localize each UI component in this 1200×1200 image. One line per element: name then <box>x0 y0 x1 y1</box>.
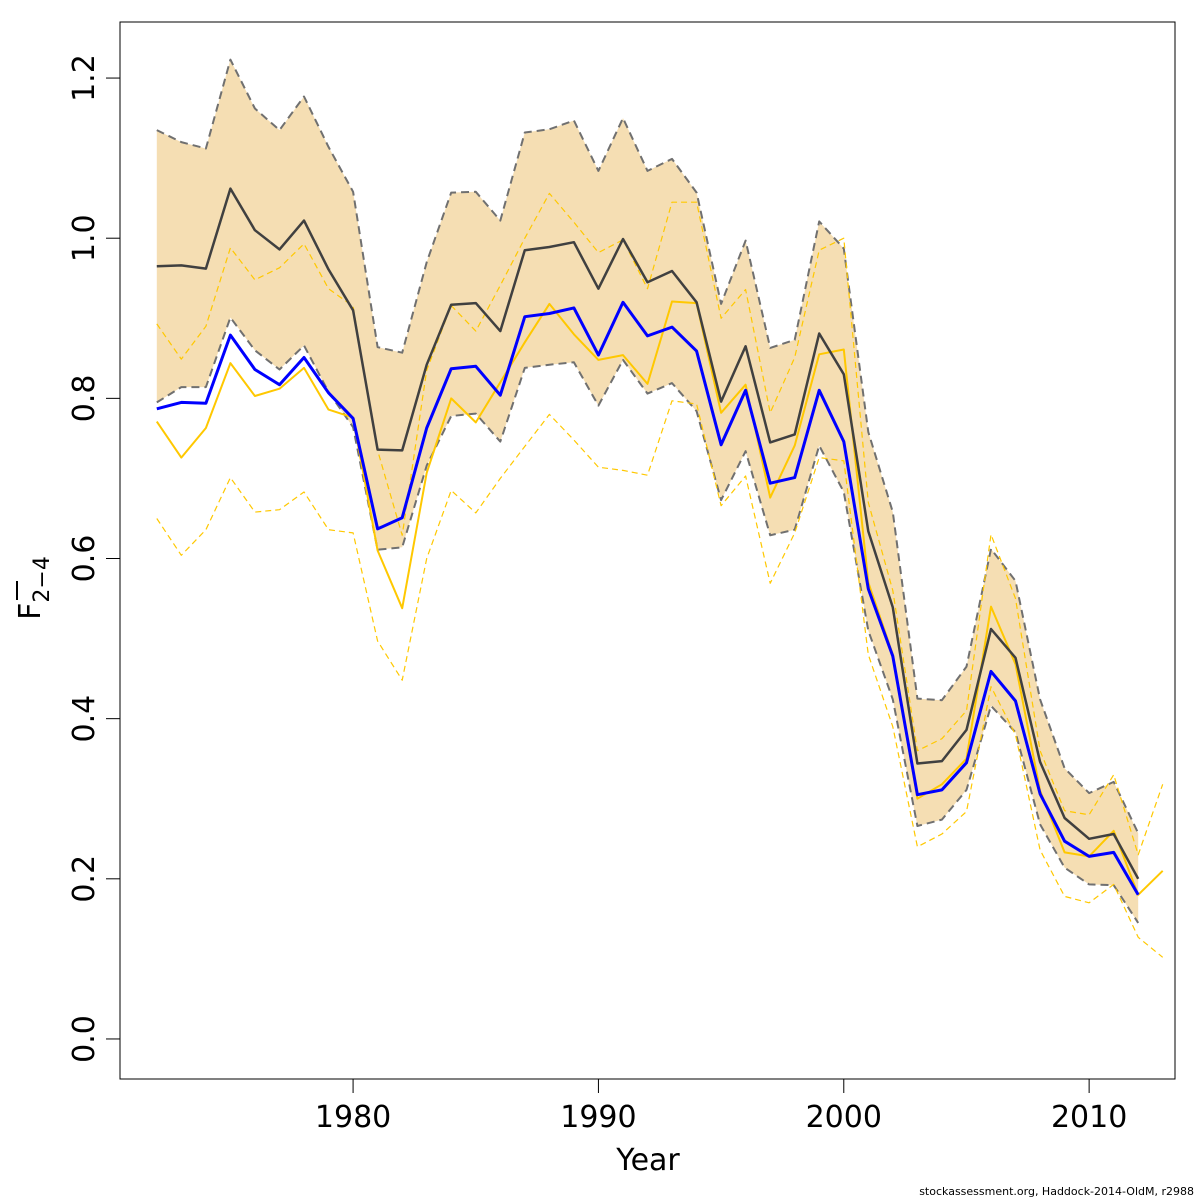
y-axis: 0.0 0.2 0.4 0.6 0.8 1.0 1.2 <box>67 54 120 1063</box>
y-tick-label: 1.2 <box>67 54 102 102</box>
y-tick-label: 0.8 <box>67 374 102 422</box>
series-line-gold_lower <box>156 400 1164 958</box>
plot-frame <box>119 21 1176 1080</box>
y-tick-label: 0.6 <box>67 535 102 583</box>
y-axis-title: F2−4 <box>13 556 55 620</box>
svg-text:F2−4: F2−4 <box>13 556 55 620</box>
series-line-estimate <box>156 187 1140 880</box>
confidence-band <box>156 59 1139 923</box>
series-layer <box>155 58 1164 958</box>
x-tick-label: 2010 <box>1051 1100 1127 1135</box>
series-line-upper <box>156 58 1140 834</box>
y-axis-title-subscript: 2−4 <box>30 556 55 602</box>
x-tick-label: 1990 <box>560 1100 636 1135</box>
x-tick-label: 2000 <box>806 1100 882 1135</box>
y-tick-label: 0.2 <box>67 855 102 903</box>
x-axis-title: Year <box>615 1143 680 1178</box>
series-line-lower <box>156 316 1140 924</box>
x-tick-label: 1980 <box>315 1100 391 1135</box>
series-line-gold_upper <box>156 192 1164 856</box>
x-axis: 1980 1990 2000 2010 <box>315 1079 1127 1135</box>
y-tick-label: 1.0 <box>67 214 102 262</box>
series-line-gold <box>155 300 1164 896</box>
y-tick-label: 0.4 <box>67 695 102 743</box>
y-tick-label: 0.0 <box>67 1015 102 1063</box>
y-axis-title-base: F <box>13 603 48 620</box>
confidence-band-layer <box>156 59 1139 923</box>
footer-credit: stockassessment.org, Haddock-2014-OldM, … <box>919 1185 1194 1198</box>
series-line-blue <box>156 300 1140 896</box>
